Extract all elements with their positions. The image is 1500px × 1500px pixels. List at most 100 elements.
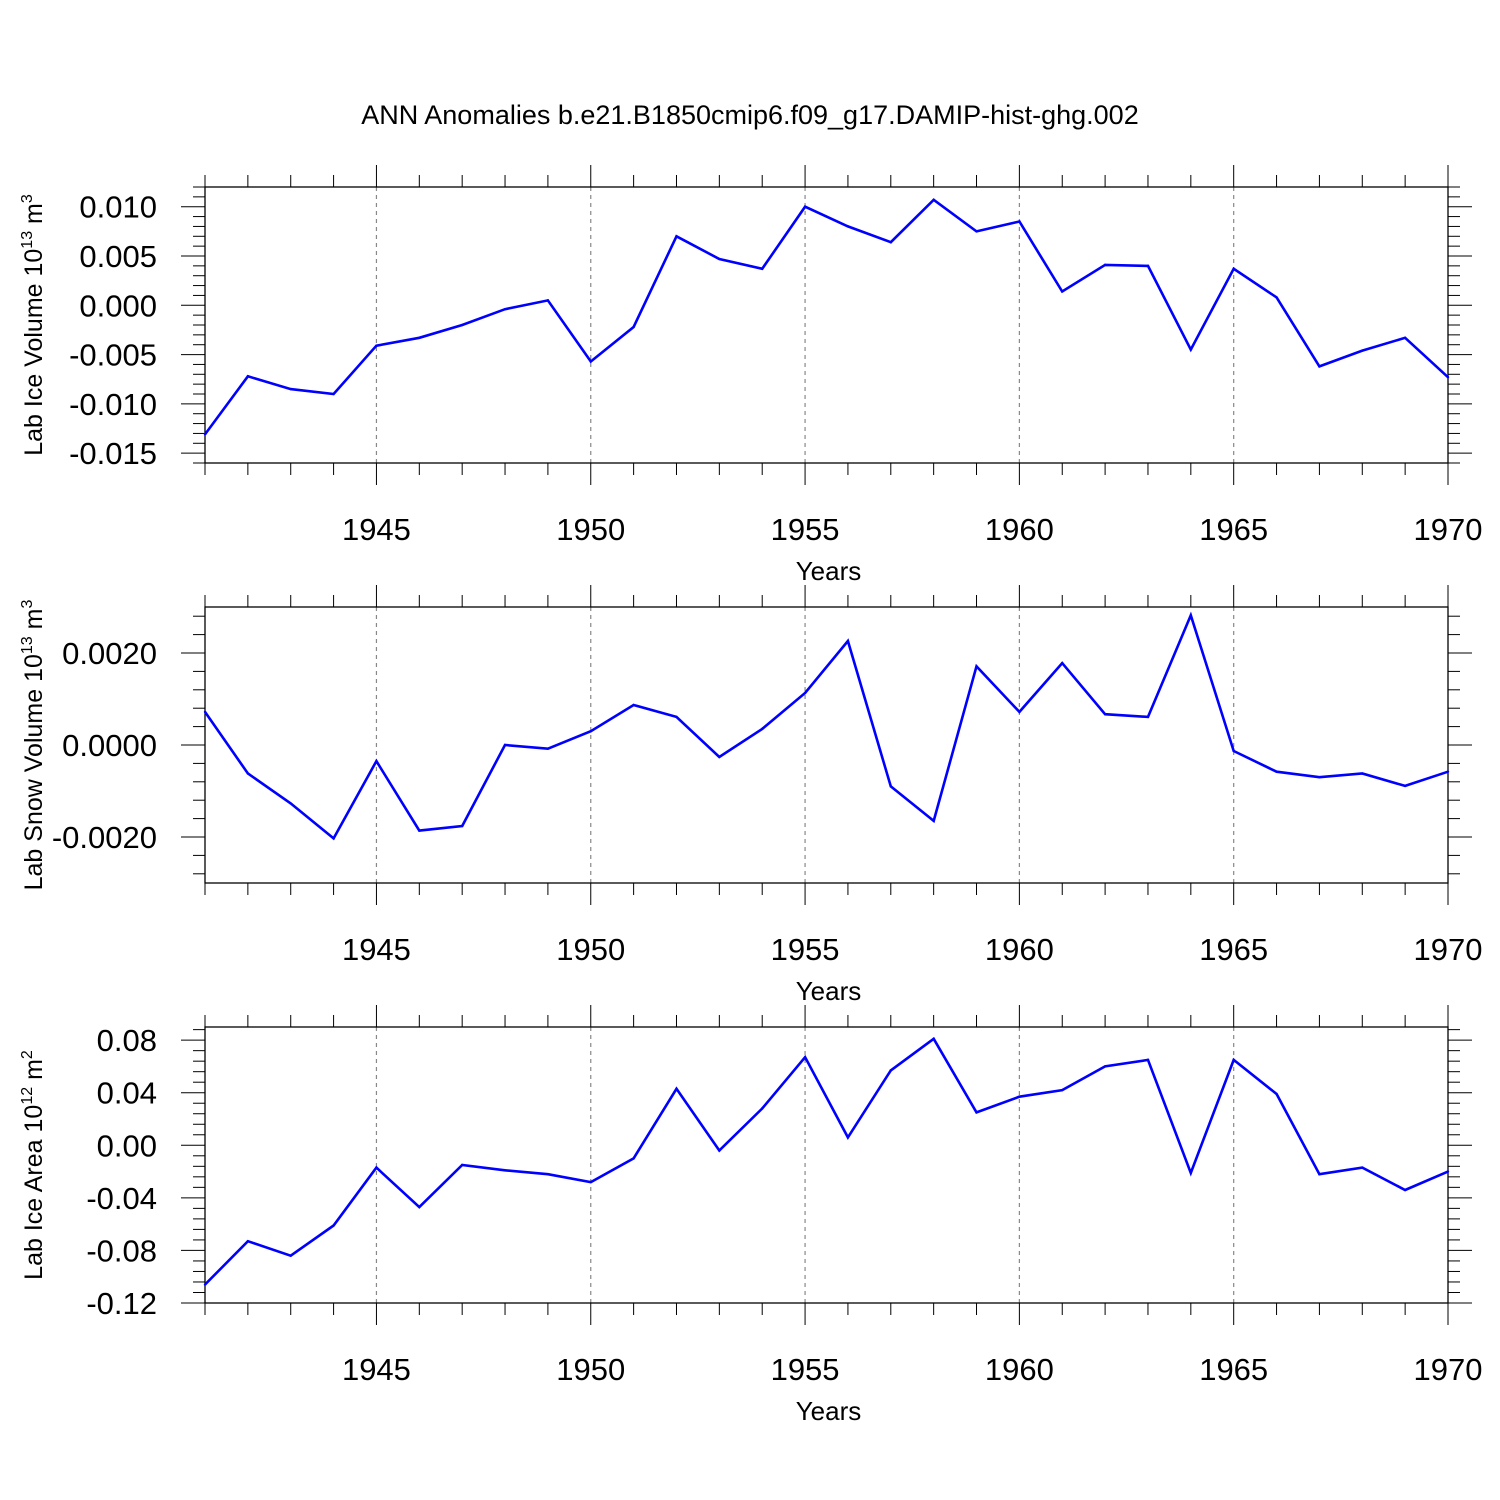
- data-point: [675, 235, 678, 238]
- y-tick-label: 0.08: [97, 1023, 157, 1058]
- x-tick-label: 1950: [556, 512, 625, 547]
- data-point: [1361, 772, 1364, 775]
- data-point: [846, 225, 850, 228]
- y-axis-label-text: Lab Snow Volume 10: [20, 654, 48, 890]
- y-axis-label-text: Lab Ice Area 10: [20, 1105, 48, 1280]
- data-point: [1232, 267, 1235, 271]
- y-tick-label: 0.0000: [62, 728, 157, 763]
- x-tick-label: 1970: [1414, 1352, 1483, 1387]
- data-point: [1189, 348, 1193, 351]
- data-point: [1189, 1171, 1193, 1175]
- y-tick-label: 0.00: [97, 1128, 157, 1163]
- data-point: [375, 759, 378, 763]
- data-point: [1061, 290, 1064, 293]
- data-point: [1361, 349, 1364, 352]
- data-point: [589, 360, 592, 363]
- x-tick-label: 1950: [556, 932, 625, 967]
- data-point: [503, 308, 507, 311]
- data-point: [460, 824, 464, 828]
- data-point: [375, 344, 378, 347]
- y-axis-label: Lab Snow Volume 1013 m3: [19, 600, 48, 891]
- y-tick-label: -0.015: [69, 436, 157, 471]
- data-point: [846, 639, 850, 643]
- data-point: [289, 802, 292, 805]
- data-point: [932, 1037, 935, 1041]
- y-tick-label: 0.04: [97, 1076, 157, 1111]
- y-tick-label: 0.0020: [62, 636, 157, 671]
- data-point: [332, 1224, 335, 1227]
- y-tick-label: 0.000: [79, 288, 157, 323]
- data-point: [1275, 296, 1278, 299]
- data-point: [246, 1240, 250, 1243]
- y-tick-label: 0.010: [79, 190, 157, 225]
- y-axis-label: Lab Ice Area 1012 m2: [19, 1050, 48, 1280]
- data-point: [203, 710, 207, 714]
- data-point: [203, 433, 207, 436]
- y-axis-label-unit: m: [20, 609, 48, 637]
- data-point: [1232, 1058, 1235, 1062]
- data-point: [632, 703, 635, 707]
- data-point: [1146, 264, 1150, 268]
- data-point: [975, 665, 978, 668]
- y-tick-label: -0.04: [86, 1181, 157, 1216]
- plot-frame: [204, 186, 1449, 464]
- plot-frame: [204, 1026, 1449, 1304]
- data-point: [803, 205, 807, 208]
- series-line: [204, 1036, 1449, 1286]
- data-point: [503, 1169, 507, 1172]
- data-point: [289, 387, 292, 391]
- series-line: [203, 611, 1449, 841]
- x-axis-label: Years: [796, 556, 862, 586]
- data-point: [1018, 1095, 1021, 1098]
- data-point: [589, 730, 592, 733]
- data-point: [932, 819, 935, 823]
- data-point: [803, 691, 807, 695]
- data-point: [418, 336, 421, 340]
- y-axis-label-unit: m: [20, 203, 48, 231]
- data-point: [889, 1069, 892, 1072]
- data-point: [460, 1163, 464, 1167]
- data-point: [846, 1136, 850, 1139]
- data-point: [975, 230, 978, 233]
- data-point: [1361, 1166, 1364, 1169]
- data-point: [803, 1056, 807, 1059]
- x-tick-label: 1960: [985, 512, 1054, 547]
- data-point: [1103, 1065, 1107, 1068]
- data-point: [1318, 776, 1321, 779]
- data-point: [546, 1173, 550, 1176]
- data-point: [889, 241, 892, 244]
- x-tick-label: 1970: [1414, 512, 1483, 547]
- data-point: [1403, 336, 1407, 340]
- data-point: [418, 829, 421, 832]
- data-point: [1189, 614, 1193, 617]
- data-point: [418, 1205, 421, 1209]
- data-point: [375, 1166, 378, 1169]
- data-point: [503, 743, 507, 747]
- y-axis-label-unit-exponent: 3: [19, 194, 36, 203]
- y-tick-label: -0.005: [69, 338, 157, 373]
- chart-title: ANN Anomalies b.e21.B1850cmip6.f09_g17.D…: [361, 100, 1138, 130]
- y-tick-label: -0.08: [86, 1233, 157, 1268]
- data-point: [289, 1254, 292, 1257]
- x-tick-label: 1945: [342, 932, 411, 967]
- data-point: [332, 392, 335, 396]
- x-tick-label: 1955: [771, 1352, 840, 1387]
- data-point: [1146, 1058, 1150, 1062]
- data-point: [632, 325, 635, 329]
- data-point: [1232, 749, 1235, 753]
- data-point: [1403, 784, 1407, 788]
- data-point: [1446, 376, 1450, 379]
- y-axis-label-exponent: 12: [19, 1087, 36, 1105]
- panels: 0.010 0.005 0.000 -0.005 -0.010 -0.015 1945 195…: [19, 165, 1482, 1426]
- panel-2: 0.0020 0.0000 -0.0020 1945 1950 1955 1960 1965 1…: [19, 585, 1482, 1006]
- x-tick-label: 1955: [771, 512, 840, 547]
- x-tick-label: 1945: [342, 1352, 411, 1387]
- data-point: [718, 755, 721, 759]
- data-point: [1318, 365, 1321, 368]
- data-point: [589, 1180, 592, 1184]
- x-tick-label: 1950: [556, 1352, 625, 1387]
- data-point: [1018, 220, 1021, 223]
- y-axis-label-exponent: 13: [19, 231, 36, 249]
- y-tick-label: -0.0020: [52, 820, 157, 855]
- x-tick-label: 1960: [985, 1352, 1054, 1387]
